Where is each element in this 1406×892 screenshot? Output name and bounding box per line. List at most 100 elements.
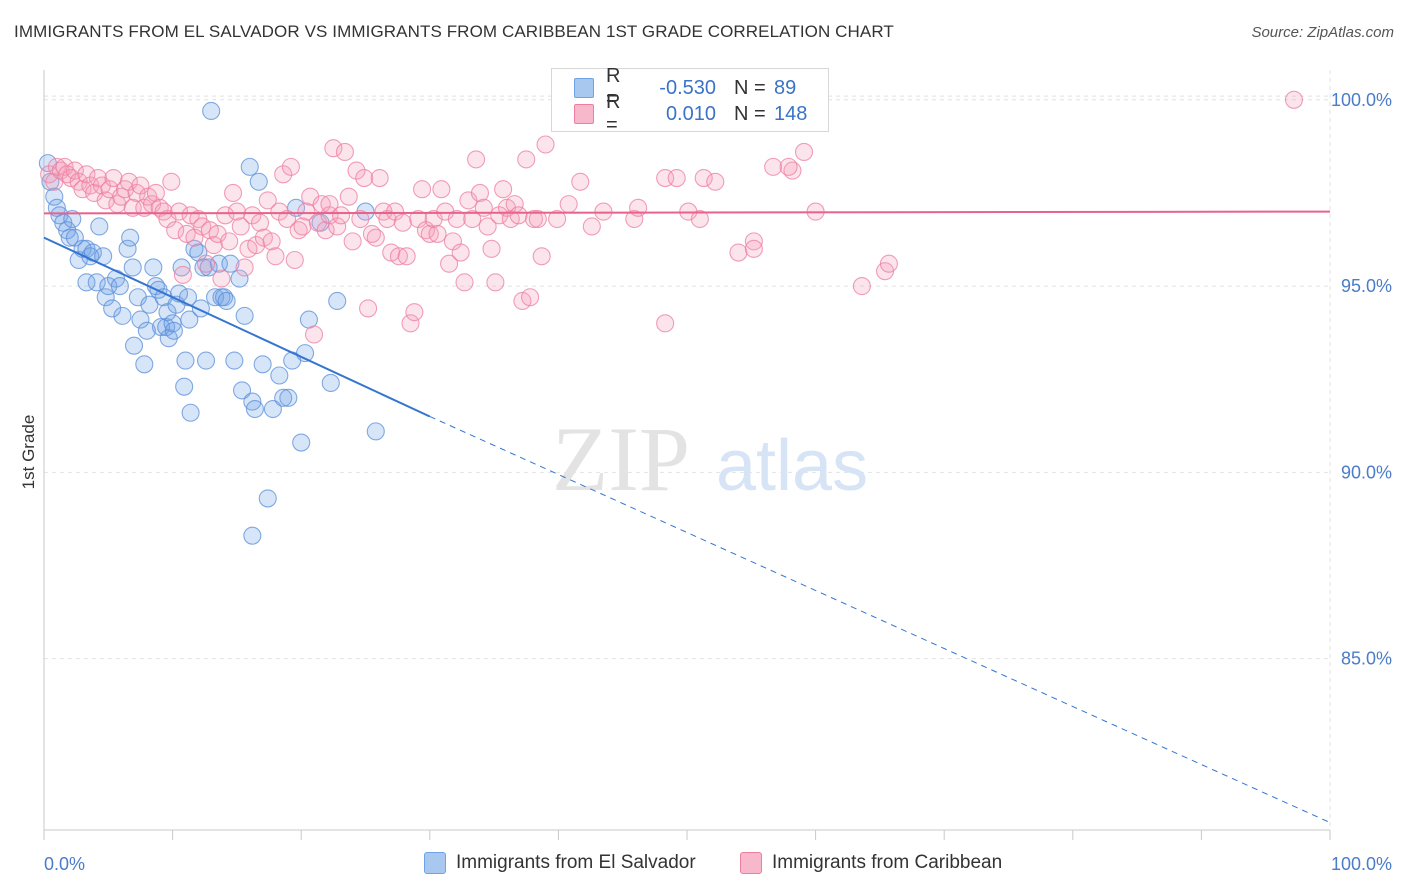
data-point <box>263 399 282 419</box>
data-point <box>225 351 244 370</box>
data-point <box>240 157 259 176</box>
data-point <box>292 433 311 452</box>
data-point <box>351 209 370 229</box>
data-point <box>335 142 354 162</box>
data-point <box>494 180 513 199</box>
data-point <box>58 221 77 240</box>
data-point <box>744 232 763 251</box>
data-point <box>378 209 397 229</box>
data-point <box>270 202 289 221</box>
data-point <box>162 172 181 191</box>
legend-item-el-salvador: Immigrants from El Salvador <box>424 852 696 874</box>
data-point <box>656 314 675 333</box>
data-point <box>490 206 509 225</box>
data-point <box>77 165 96 184</box>
data-point <box>667 168 686 188</box>
data-point <box>764 157 783 176</box>
data-point <box>274 165 293 184</box>
data-point <box>87 273 106 292</box>
data-point <box>779 157 798 176</box>
x-tick-label: 100.0% <box>1331 854 1392 874</box>
data-point <box>528 209 547 229</box>
data-point <box>123 258 142 277</box>
data-point <box>249 172 268 191</box>
data-point <box>278 209 297 229</box>
data-point <box>175 377 194 396</box>
data-point <box>221 254 240 273</box>
data-point <box>90 217 109 236</box>
data-point <box>548 209 567 229</box>
legend-n-value: 89 <box>774 76 797 99</box>
data-point <box>217 291 236 311</box>
data-points <box>38 90 1304 545</box>
data-point <box>169 202 189 221</box>
data-point <box>235 306 254 325</box>
data-point <box>370 168 389 188</box>
data-point <box>202 101 221 121</box>
data-point <box>852 277 871 296</box>
data-point <box>339 187 358 206</box>
data-point <box>77 273 96 292</box>
legend-r-value: 0.010 <box>665 102 716 125</box>
y-tick-label: 90.0% <box>1341 462 1392 482</box>
data-point <box>270 366 289 385</box>
data-point <box>110 277 129 296</box>
data-point <box>118 239 137 258</box>
data-point <box>227 202 246 221</box>
data-point <box>158 303 177 322</box>
data-point <box>124 336 144 355</box>
data-point <box>521 288 540 307</box>
data-point <box>401 314 420 333</box>
data-point <box>794 142 814 162</box>
data-point <box>137 321 156 340</box>
data-point <box>140 295 159 314</box>
data-point <box>359 299 378 318</box>
data-point <box>173 265 192 284</box>
data-point <box>285 250 304 270</box>
data-point <box>258 191 277 210</box>
series-el-salvador <box>38 101 385 545</box>
data-point <box>366 422 385 441</box>
data-point <box>196 254 216 273</box>
legend-r-label: R = <box>606 91 621 136</box>
y-tick-label: 100.0% <box>1331 90 1392 110</box>
data-point <box>532 247 551 266</box>
trend-line-caribbean <box>43 210 1331 215</box>
data-point <box>355 168 374 188</box>
data-point <box>706 172 725 191</box>
data-point <box>135 355 154 374</box>
trend-line-el-salvador <box>43 236 431 418</box>
data-point <box>181 403 200 422</box>
data-point <box>63 209 82 229</box>
legend-label-caribbean: Immigrants from Caribbean <box>772 852 1003 873</box>
y-tick-label: 85.0% <box>1341 649 1392 669</box>
data-point <box>212 269 231 288</box>
data-point <box>243 206 262 225</box>
legend-swatch-caribbean <box>574 104 594 124</box>
legend-n-label: N = <box>734 76 766 99</box>
legend-r-value: -0.530 <box>659 76 716 99</box>
data-point <box>455 273 474 292</box>
data-point <box>253 355 272 374</box>
source-credit: Source: ZipAtlas.com <box>1251 24 1394 41</box>
legend-row-caribbean: R = 0.010 N = 148 <box>574 91 807 136</box>
axes <box>43 70 1331 840</box>
data-point <box>389 247 408 266</box>
data-point <box>397 247 416 266</box>
data-point <box>478 217 497 236</box>
data-point <box>146 183 165 202</box>
data-point <box>204 236 223 255</box>
data-point <box>297 202 316 221</box>
data-point <box>131 310 150 329</box>
data-point <box>45 187 64 206</box>
data-point <box>266 247 285 266</box>
trend-line-el-salvador-extension <box>429 416 1331 824</box>
data-point <box>332 206 351 225</box>
legend-item-caribbean: Immigrants from Caribbean <box>740 852 1002 874</box>
data-point <box>470 183 490 202</box>
legend-n-label: N = <box>734 102 766 125</box>
watermark-atlas: atlas <box>716 426 868 506</box>
chart-title: IMMIGRANTS FROM EL SALVADOR VS IMMIGRANT… <box>14 22 894 41</box>
data-point <box>262 232 281 251</box>
